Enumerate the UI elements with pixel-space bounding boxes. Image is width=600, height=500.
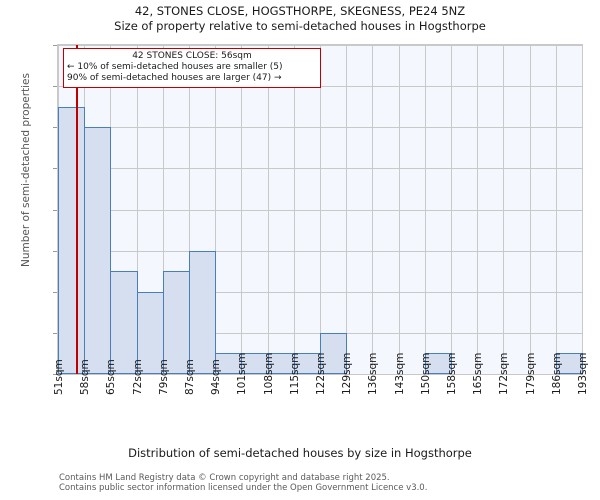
x-axis-tick-label: 136sqm [366, 353, 380, 395]
x-axis-tick-label: 129sqm [340, 353, 354, 395]
y-axis-label: Number of semi-detached properties [20, 73, 32, 267]
x-axis-tick-label: 158sqm [445, 353, 459, 395]
gridline-vertical [556, 45, 557, 374]
histogram-bar [58, 106, 85, 374]
x-axis-tick-label: 101sqm [235, 353, 249, 395]
x-axis-tick-label: 122sqm [314, 353, 328, 395]
x-axis-tick-label: 94sqm [210, 359, 223, 395]
x-axis-tick-label: 87sqm [184, 359, 196, 395]
x-axis-tick-label: 108sqm [262, 353, 276, 395]
y-axis-tick-mark [53, 251, 57, 252]
histogram-bar [320, 332, 347, 374]
gridline-vertical [215, 45, 216, 374]
gridline-vertical [189, 45, 190, 374]
gridline-vertical [346, 45, 347, 374]
x-axis-tick-label: 72sqm [131, 359, 144, 395]
gridline-vertical [503, 45, 504, 374]
footer-attribution: Contains HM Land Registry data © Crown c… [59, 473, 427, 493]
x-axis-tick-label: 58sqm [79, 359, 92, 395]
property-size-marker-line [76, 45, 79, 374]
gridline-vertical [530, 45, 531, 374]
y-axis-tick-mark [53, 86, 57, 87]
y-axis-tick-mark [53, 210, 57, 211]
gridline-vertical [399, 45, 400, 374]
annotation-larger-line: 90% of semi-detached houses are larger (… [67, 73, 282, 83]
y-axis-tick-mark [53, 292, 57, 293]
x-axis-tick-label: 186sqm [550, 353, 564, 395]
gridline-vertical [163, 45, 164, 374]
histogram-bar [556, 353, 583, 374]
page-title: 42, STONES CLOSE, HOGSTHORPE, SKEGNESS, … [134, 4, 466, 18]
gridline-vertical [477, 45, 478, 374]
y-axis-tick-mark [53, 45, 57, 46]
y-axis-tick-mark [53, 374, 57, 375]
gridline-vertical [582, 45, 583, 374]
property-annotation-box: 42 STONES CLOSE: 56sqm ← 10% of semi-det… [63, 48, 321, 88]
y-axis-tick-mark [53, 333, 57, 334]
y-axis-tick-mark [53, 168, 57, 169]
chart-plot-area [57, 44, 583, 375]
x-axis-label: Distribution of semi-detached houses by … [128, 446, 472, 460]
gridline-vertical [372, 45, 373, 374]
gridline-vertical [137, 45, 138, 374]
histogram-bar [189, 250, 216, 374]
gridline-vertical [425, 45, 426, 374]
histogram-bar [425, 353, 452, 374]
x-axis-tick-label: 179sqm [524, 353, 538, 395]
footer-line-2: Contains public sector information licen… [59, 483, 428, 493]
annotation-title: 42 STONES CLOSE: 56sqm [132, 51, 252, 61]
x-axis-tick-label: 150sqm [419, 353, 433, 395]
gridline-vertical [451, 45, 452, 374]
x-axis-tick-label: 193sqm [577, 352, 589, 395]
gridline-vertical [241, 45, 242, 374]
x-axis-tick-label: 51sqm [53, 359, 65, 395]
annotation-smaller-line: ← 10% of semi-detached houses are smalle… [67, 62, 283, 72]
page-subtitle: Size of property relative to semi-detach… [114, 19, 486, 33]
gridline-vertical [268, 45, 269, 374]
x-axis-tick-label: 143sqm [393, 353, 407, 395]
x-axis-tick-label: 79sqm [157, 359, 170, 395]
x-axis-tick-label: 65sqm [105, 359, 118, 395]
x-axis-tick-label: 172sqm [497, 353, 511, 395]
histogram-bar [163, 271, 190, 374]
title-block: 42, STONES CLOSE, HOGSTHORPE, SKEGNESS, … [0, 4, 600, 34]
y-axis-tick-mark [53, 127, 57, 128]
footer-line-1: Contains HM Land Registry data © Crown c… [59, 473, 390, 483]
histogram-bar [84, 127, 111, 374]
x-axis-tick-label: 115sqm [288, 353, 302, 395]
gridline-vertical [320, 45, 321, 374]
x-axis-tick-label: 165sqm [471, 353, 485, 395]
gridline-vertical [294, 45, 295, 374]
